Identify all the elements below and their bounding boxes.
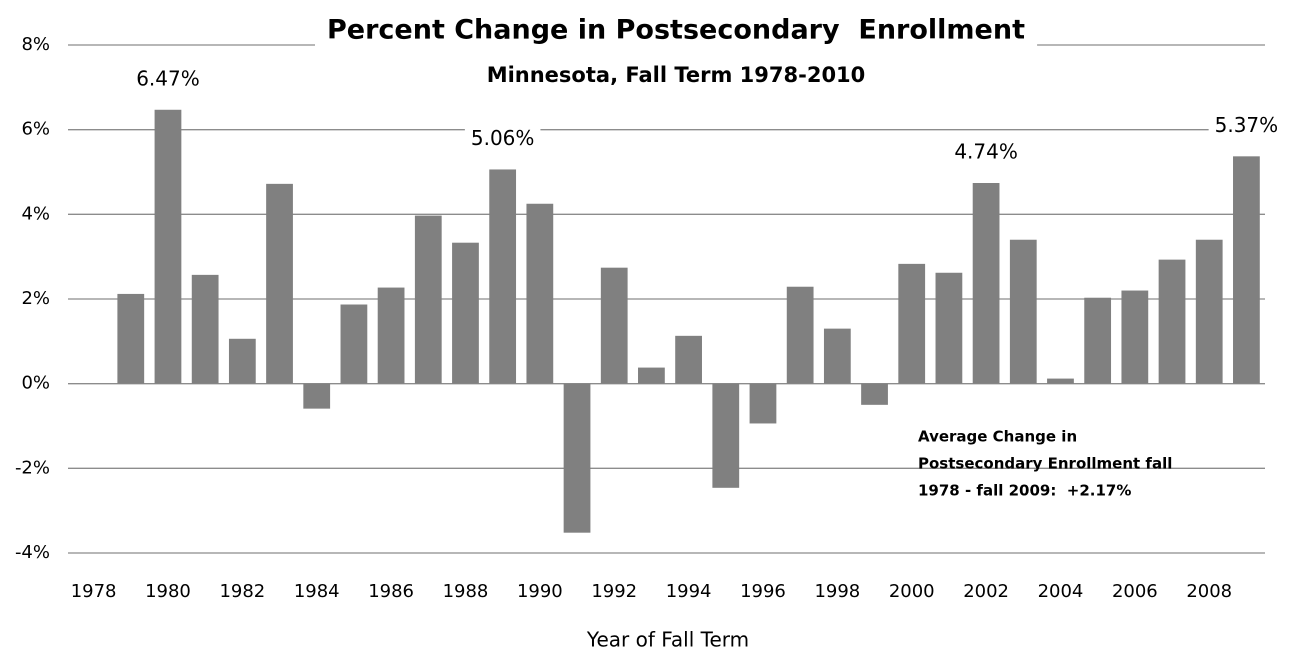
y-tick-label: 0%	[21, 373, 50, 394]
bar	[117, 293, 145, 384]
x-tick-label: 2002	[963, 581, 1009, 602]
bar	[638, 367, 665, 384]
y-tick-label: 6%	[21, 119, 50, 140]
bar	[1047, 378, 1074, 384]
x-tick-label: 1986	[368, 581, 414, 602]
value-label-bg	[948, 139, 1024, 164]
bar	[1009, 239, 1037, 384]
value-label: 6.47%	[136, 66, 200, 90]
bar	[1084, 297, 1112, 384]
bar	[228, 338, 256, 384]
bar	[191, 274, 219, 384]
bar	[526, 203, 554, 384]
bar	[823, 328, 851, 384]
bar	[861, 383, 888, 405]
value-label-bg	[130, 66, 206, 91]
annotation: Postsecondary Enrollment fall	[918, 455, 1172, 473]
bar	[340, 304, 368, 384]
bar	[600, 267, 628, 384]
annotation: Average Change in	[918, 428, 1077, 446]
bar	[898, 263, 926, 384]
bar	[414, 215, 442, 384]
bar	[712, 383, 740, 488]
y-tick-label: -4%	[15, 542, 50, 563]
chart-subtitle: Minnesota, Fall Term 1978-2010	[487, 63, 866, 87]
annotation: 1978 - fall 2009: +2.17%	[918, 482, 1131, 500]
x-tick-label: 1980	[145, 581, 191, 602]
x-tick-label: 1984	[294, 581, 340, 602]
bar	[266, 183, 293, 384]
value-label-bg	[464, 125, 541, 150]
x-tick-label: 2006	[1112, 581, 1158, 602]
bar	[563, 383, 591, 533]
bar	[377, 287, 405, 384]
x-tick-label: 1982	[219, 581, 265, 602]
x-tick-label: 2008	[1186, 581, 1232, 602]
bar	[1195, 239, 1223, 384]
title-bg	[314, 12, 1038, 48]
x-tick-label: 1996	[740, 581, 786, 602]
bar	[786, 286, 814, 384]
bar	[749, 383, 777, 424]
y-tick-label: 4%	[21, 203, 50, 224]
x-tick-label: 1992	[591, 581, 637, 602]
bar	[303, 383, 331, 409]
bar	[972, 183, 1000, 384]
x-axis-title: Year of Fall Term	[586, 628, 749, 652]
value-label: 5.06%	[471, 126, 535, 150]
bar	[489, 169, 517, 384]
bar	[452, 242, 479, 384]
bar	[1158, 259, 1186, 384]
x-tick-label: 2000	[889, 581, 935, 602]
chart-title: Percent Change in Postsecondary Enrollme…	[327, 15, 1025, 46]
y-tick-label: 2%	[21, 288, 50, 309]
y-tick-label: -2%	[15, 457, 50, 478]
x-tick-label: 1988	[443, 581, 489, 602]
bar	[1233, 156, 1260, 384]
value-label: 4.74%	[954, 140, 1018, 164]
bar	[935, 272, 963, 384]
x-tick-label: 1978	[71, 581, 117, 602]
x-tick-label: 2004	[1038, 581, 1084, 602]
value-label-bg	[1208, 112, 1285, 137]
x-tick-label: 1998	[814, 581, 860, 602]
bar	[675, 335, 702, 384]
title-bg	[474, 61, 878, 89]
value-label: 5.37%	[1215, 113, 1279, 137]
y-tick-label: 8%	[21, 34, 50, 55]
bar	[1121, 290, 1149, 384]
bar	[154, 109, 182, 384]
x-tick-label: 1994	[666, 581, 712, 602]
x-tick-label: 1990	[517, 581, 563, 602]
